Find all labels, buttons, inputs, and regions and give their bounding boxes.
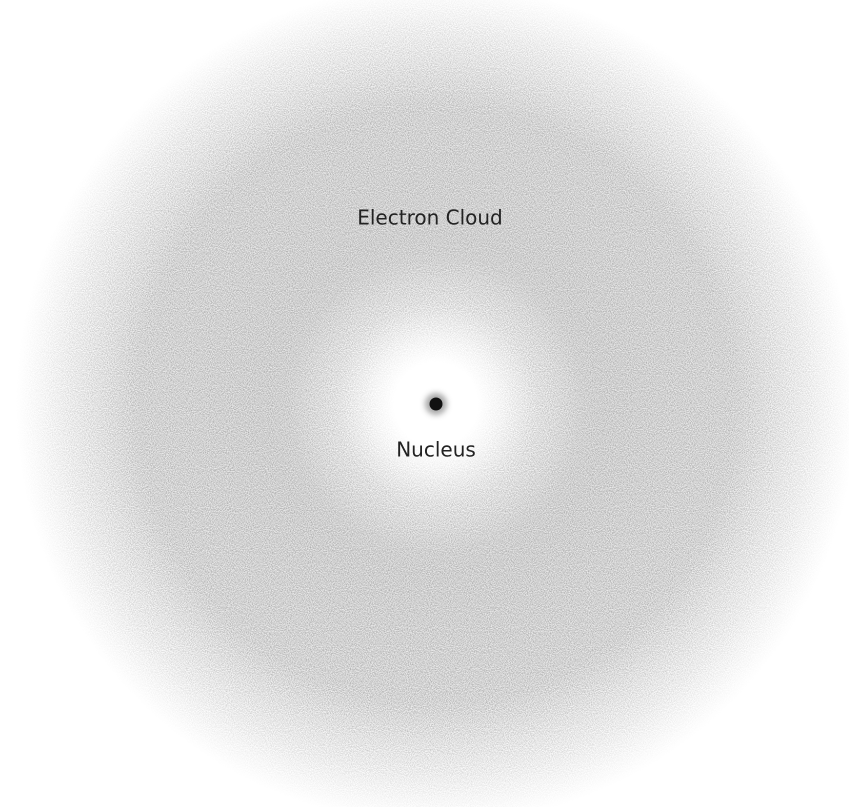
nucleus — [429, 397, 443, 411]
cloud-label: Electron Cloud — [357, 206, 503, 230]
nucleus-label: Nucleus — [396, 438, 476, 462]
